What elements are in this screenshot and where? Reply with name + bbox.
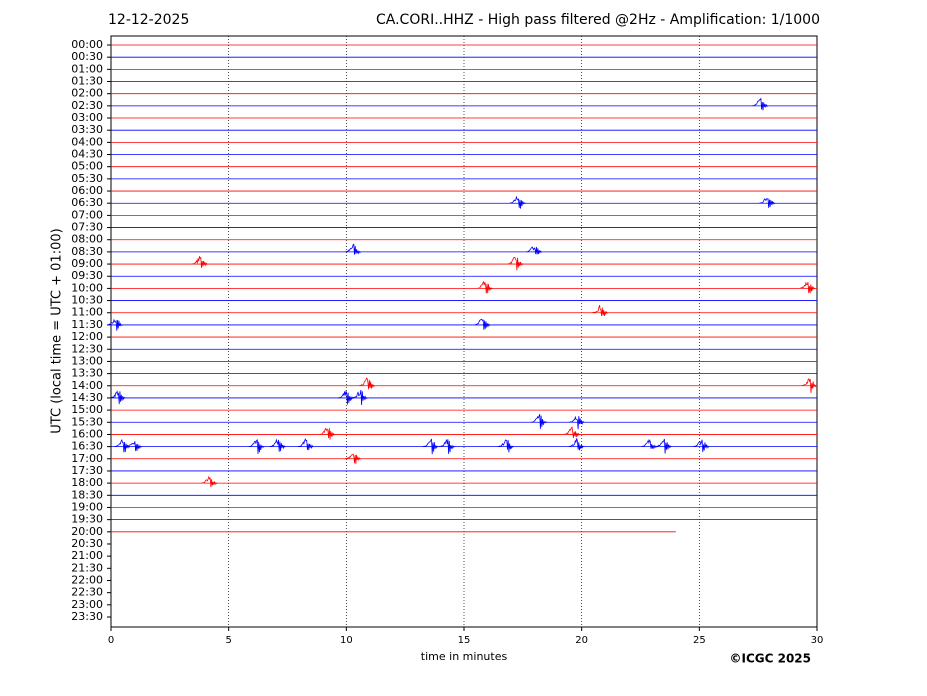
seismic-event — [693, 439, 710, 453]
y-tick-label: 10:30 — [71, 294, 103, 307]
seismic-event — [319, 427, 336, 440]
seismic-event — [801, 378, 818, 393]
seismic-event — [641, 439, 658, 449]
y-tick-label: 23:30 — [71, 610, 103, 623]
y-tick-label: 17:00 — [71, 452, 103, 465]
x-tick-label: 5 — [225, 635, 231, 646]
y-tick-label: 15:00 — [71, 403, 103, 416]
plot-frame — [110, 35, 818, 628]
y-tick-label: 09:00 — [71, 257, 103, 270]
x-tick-label: 15 — [458, 635, 471, 646]
seismic-event — [751, 97, 769, 111]
seismic-event — [344, 243, 362, 255]
y-tick-label: 17:30 — [71, 464, 103, 477]
credit: ©ICGC 2025 — [729, 652, 811, 666]
seismic-event — [759, 198, 776, 208]
y-tick-label: 15:30 — [71, 415, 103, 428]
y-tick-label: 03:00 — [71, 111, 103, 124]
seismic-event — [507, 256, 524, 271]
seismic-event — [344, 453, 361, 464]
seismic-event — [201, 475, 218, 488]
y-tick-label: 12:30 — [71, 342, 103, 355]
y-tick-label: 18:30 — [71, 488, 103, 501]
seismic-event — [497, 439, 515, 453]
seismic-event — [109, 390, 126, 405]
y-tick-label: 12:00 — [71, 330, 103, 343]
seismic-event — [352, 389, 369, 406]
y-tick-label: 22:00 — [71, 573, 103, 586]
y-tick-label: 21:30 — [71, 561, 103, 574]
x-tick-label: 10 — [340, 635, 353, 646]
y-tick-label: 20:30 — [71, 537, 103, 550]
y-tick-label: 05:00 — [71, 160, 103, 173]
seismic-event — [438, 438, 456, 454]
x-tick-label: 0 — [108, 635, 114, 646]
chart-date: 12-12-2025 — [108, 12, 189, 28]
y-tick-label: 22:30 — [71, 586, 103, 599]
seismic-event — [473, 318, 491, 330]
y-tick-label: 13:00 — [71, 354, 103, 367]
seismic-event — [568, 415, 585, 430]
x-axis-label: time in minutes — [421, 650, 508, 663]
seismic-event — [107, 318, 124, 331]
y-tick-label: 08:00 — [71, 233, 103, 246]
y-tick-label: 02:30 — [71, 99, 103, 112]
seismic-event — [568, 438, 585, 451]
y-tick-label: 01:00 — [71, 62, 103, 75]
y-tick-label: 16:00 — [71, 427, 103, 440]
y-tick-label: 00:00 — [71, 38, 103, 51]
seismic-event — [114, 439, 131, 453]
y-tick-label: 21:00 — [71, 549, 103, 562]
y-tick-label: 04:00 — [71, 135, 103, 148]
y-tick-label: 16:30 — [71, 440, 103, 453]
y-tick-label: 14:00 — [71, 379, 103, 392]
seismic-event — [359, 377, 376, 390]
seismic-event — [509, 195, 526, 209]
y-tick-label: 03:30 — [71, 123, 103, 136]
seismic-event — [125, 441, 143, 451]
seismic-event — [526, 246, 543, 255]
seismic-event — [422, 438, 439, 455]
x-tick-label: 30 — [811, 635, 824, 646]
x-tick-label: 20 — [575, 635, 588, 646]
y-tick-label: 18:00 — [71, 476, 103, 489]
y-tick-label: 06:30 — [71, 196, 103, 209]
y-tick-label: 19:00 — [71, 500, 103, 513]
y-tick-label: 07:00 — [71, 208, 103, 221]
chart-title: CA.CORI..HHZ - High pass filtered @2Hz -… — [376, 12, 820, 28]
y-tick-label: 06:00 — [71, 184, 103, 197]
y-tick-label: 14:30 — [71, 391, 103, 404]
y-tick-label: 13:30 — [71, 367, 103, 380]
y-tick-label: 19:30 — [71, 513, 103, 526]
y-tick-label: 07:30 — [71, 221, 103, 234]
y-tick-label: 00:30 — [71, 50, 103, 63]
y-tick-label: 01:30 — [71, 75, 103, 88]
y-tick-label: 05:30 — [71, 172, 103, 185]
y-tick-label: 08:30 — [71, 245, 103, 258]
y-tick-label: 20:00 — [71, 525, 103, 538]
seismic-event — [191, 256, 208, 268]
seismic-event — [530, 414, 547, 429]
y-tick-label: 09:30 — [71, 269, 103, 282]
seismic-event — [563, 426, 580, 439]
seismic-event — [337, 389, 354, 405]
seismic-event — [592, 305, 609, 317]
y-tick-label: 11:30 — [71, 318, 103, 331]
y-axis-label: UTC (local time = UTC + 01:00) — [50, 228, 65, 433]
y-tick-label: 11:00 — [71, 306, 103, 319]
y-tick-label: 10:00 — [71, 281, 103, 294]
seismic-event — [248, 439, 265, 454]
x-tick-label: 25 — [693, 635, 706, 646]
seismic-event — [476, 280, 493, 294]
seismic-event — [799, 281, 816, 294]
y-tick-label: 04:30 — [71, 148, 103, 161]
seismic-event — [297, 438, 314, 451]
seismic-event — [269, 438, 286, 452]
y-tick-label: 23:00 — [71, 598, 103, 611]
seismic-event — [655, 438, 672, 454]
y-tick-label: 02:00 — [71, 87, 103, 100]
